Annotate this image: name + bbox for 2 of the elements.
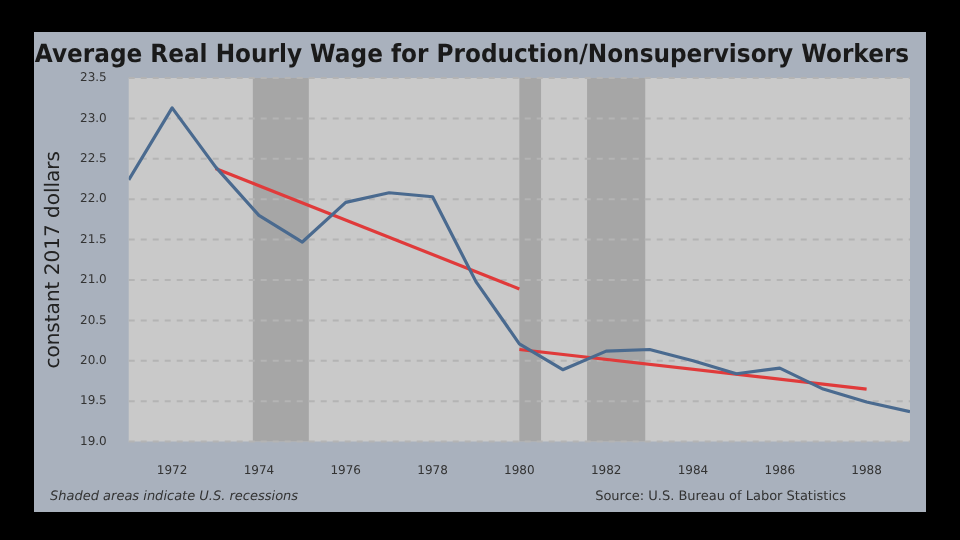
y-axis-title: constant 2017 dollars [43, 151, 66, 369]
chart-title: Average Real Hourly Wage for Production/Nonsupervisory Workers [34, 38, 910, 68]
